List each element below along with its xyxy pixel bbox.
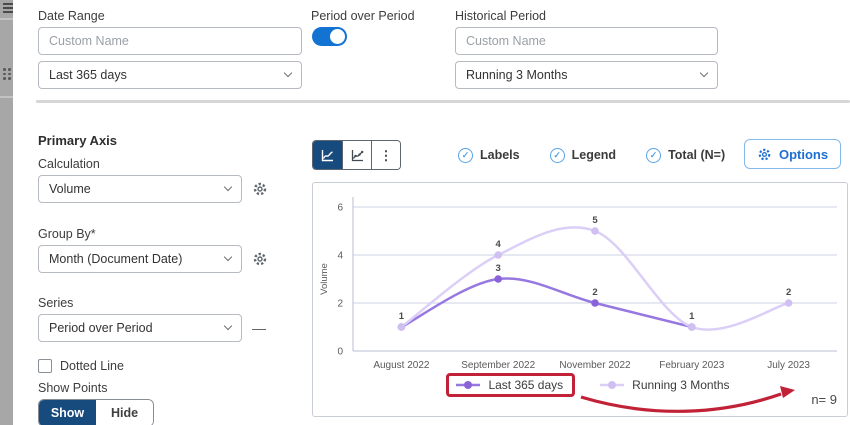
legend-toggle-label: Legend <box>571 148 617 162</box>
data-point <box>397 323 406 331</box>
line-chart: 0 2 4 6 August 2022 September 2022 November 20… <box>319 197 837 371</box>
date-range-custom-name-input[interactable] <box>38 27 302 55</box>
show-points-segmented-control: Show Hide <box>38 399 154 425</box>
rail-divider <box>0 96 13 98</box>
total-n-value: n= 9 <box>811 392 837 407</box>
show-points-show-button[interactable]: Show <box>39 400 96 425</box>
series-line <box>400 226 789 331</box>
data-point <box>688 323 696 331</box>
show-points-label: Show Points <box>38 381 108 395</box>
x-axis-label: September 2022 <box>461 360 535 371</box>
point-label: 2 <box>786 287 791 298</box>
show-points-hide-button[interactable]: Hide <box>96 400 153 425</box>
legend-marker-icon <box>600 381 625 389</box>
period-over-period-toggle[interactable] <box>312 27 347 46</box>
chevron-down-icon <box>699 68 709 78</box>
point-label: 2 <box>592 287 597 298</box>
chart-panel: 0 2 4 6 August 2022 September 2022 November 20… <box>312 182 848 417</box>
left-rail <box>0 0 13 425</box>
drag-handle-icon[interactable] <box>3 68 11 80</box>
line-with-points-chart-type-button[interactable] <box>342 141 371 169</box>
date-range-label: Date Range <box>38 9 105 23</box>
data-point <box>784 299 793 307</box>
section-divider <box>36 100 850 103</box>
gear-icon <box>758 148 771 160</box>
period-over-period-label: Period over Period <box>311 9 415 23</box>
line-chart-icon <box>321 149 333 161</box>
check-circle-icon: ✓ <box>458 147 473 163</box>
chevron-down-icon <box>223 321 233 331</box>
point-label: 1 <box>689 311 695 322</box>
line-chart-with-points-icon <box>351 149 363 161</box>
total-n-toggle[interactable]: ✓ Total (N=) <box>646 147 726 163</box>
group-by-select[interactable]: Month (Document Date) <box>38 245 242 273</box>
group-by-selected-value: Month (Document Date) <box>49 252 183 266</box>
check-circle-icon: ✓ <box>549 147 565 163</box>
point-label: 4 <box>496 239 502 250</box>
check-circle-icon: ✓ <box>646 147 662 163</box>
remove-series-minus-icon[interactable]: — <box>252 320 266 336</box>
legend-toggle[interactable]: ✓ Legend <box>549 147 617 163</box>
chevron-down-icon <box>223 252 233 262</box>
y-axis-title: Volume <box>319 263 330 295</box>
toggle-knob <box>330 29 345 44</box>
x-axis-label: August 2022 <box>373 360 430 371</box>
y-tick-label: 0 <box>337 347 343 358</box>
group-by-label: Group By* <box>38 227 96 241</box>
series-selected-value: Period over Period <box>49 321 153 335</box>
chart-more-options-button[interactable]: ⋮ <box>371 141 400 169</box>
x-axis-label: July 2023 <box>767 360 810 371</box>
data-point <box>591 227 599 235</box>
point-label: 3 <box>496 263 501 274</box>
calculation-selected-value: Volume <box>49 182 91 196</box>
x-axis-label: November 2022 <box>559 360 631 371</box>
chevron-down-icon <box>223 182 233 192</box>
historical-period-selected-value: Running 3 Months <box>466 68 568 82</box>
calculation-label: Calculation <box>38 157 100 171</box>
dotted-line-label: Dotted Line <box>60 359 124 373</box>
rail-divider <box>0 18 13 20</box>
options-button-label: Options <box>779 146 829 162</box>
historical-period-custom-name-input[interactable] <box>455 27 718 55</box>
calculation-select[interactable]: Volume <box>38 175 242 203</box>
series-label: Series <box>38 296 74 310</box>
date-range-select[interactable]: Last 365 days <box>38 61 302 89</box>
legend-marker-icon <box>456 381 481 389</box>
labels-toggle[interactable]: ✓ Labels <box>458 147 520 163</box>
x-axis-label: February 2023 <box>659 360 724 371</box>
chevron-down-icon <box>283 68 293 78</box>
data-point <box>494 275 502 283</box>
legend-item-last-365-days[interactable]: Last 365 days <box>446 373 576 397</box>
dotted-line-checkbox[interactable] <box>38 359 52 373</box>
y-tick-label: 4 <box>337 251 343 262</box>
point-label: 1 <box>399 311 405 322</box>
y-tick-label: 6 <box>337 203 343 214</box>
legend-label: Last 365 days <box>488 378 564 392</box>
historical-period-select[interactable]: Running 3 Months <box>455 61 718 89</box>
primary-axis-title: Primary Axis <box>38 133 118 148</box>
series-line <box>400 277 693 329</box>
data-point <box>494 251 502 259</box>
kebab-menu-icon: ⋮ <box>379 147 393 163</box>
labels-toggle-label: Labels <box>480 148 520 162</box>
series-select[interactable]: Period over Period <box>38 314 242 342</box>
date-range-selected-value: Last 365 days <box>49 68 127 82</box>
calculation-settings-gear-icon[interactable] <box>251 180 269 198</box>
menu-icon[interactable] <box>3 3 13 15</box>
point-label: 5 <box>592 215 598 226</box>
y-tick-label: 2 <box>337 299 343 310</box>
legend-item-running-3-months[interactable]: Running 3 Months <box>599 373 730 397</box>
line-chart-type-button[interactable] <box>313 141 342 169</box>
group-by-settings-gear-icon[interactable] <box>251 250 269 268</box>
chart-type-segmented-control: ⋮ <box>312 140 401 170</box>
total-n-toggle-label: Total (N=) <box>668 148 726 162</box>
chart-legend: Last 365 days Running 3 Months <box>321 373 850 397</box>
historical-period-label: Historical Period <box>455 9 547 23</box>
legend-label: Running 3 Months <box>632 378 730 392</box>
data-point <box>591 299 599 307</box>
options-button[interactable]: Options <box>744 139 842 169</box>
